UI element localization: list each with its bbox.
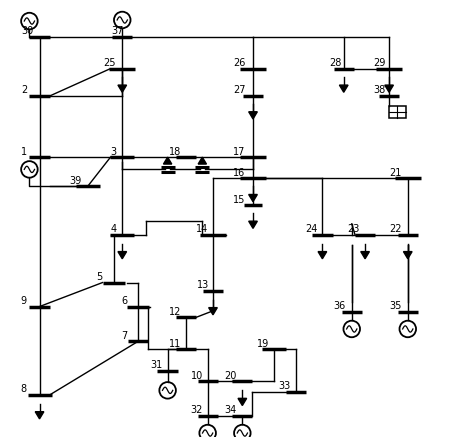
Text: 21: 21 [389, 167, 401, 177]
Text: 32: 32 [191, 404, 203, 414]
Text: 3: 3 [110, 146, 117, 156]
Polygon shape [238, 399, 246, 406]
Text: 18: 18 [169, 146, 182, 156]
Text: 35: 35 [389, 300, 401, 311]
Polygon shape [164, 158, 172, 165]
Polygon shape [198, 158, 207, 165]
Polygon shape [209, 308, 217, 315]
Text: 5: 5 [97, 271, 103, 281]
Polygon shape [403, 252, 412, 259]
Text: 10: 10 [191, 370, 203, 380]
Polygon shape [249, 195, 257, 202]
Polygon shape [249, 222, 257, 229]
Text: 1: 1 [21, 146, 27, 156]
Text: 34: 34 [225, 404, 237, 414]
Text: 22: 22 [389, 223, 401, 233]
Text: 36: 36 [333, 300, 346, 311]
Polygon shape [118, 252, 127, 259]
Text: 38: 38 [373, 85, 385, 95]
Polygon shape [318, 252, 327, 259]
Text: 8: 8 [21, 383, 27, 393]
Text: 12: 12 [169, 306, 182, 316]
Polygon shape [385, 86, 393, 93]
Text: 37: 37 [111, 26, 124, 36]
Text: 23: 23 [347, 223, 360, 233]
Text: 11: 11 [169, 338, 182, 348]
Text: 25: 25 [104, 58, 116, 68]
Text: 2: 2 [21, 85, 27, 95]
Text: 15: 15 [233, 194, 246, 204]
Text: 33: 33 [278, 381, 291, 390]
Text: 17: 17 [233, 146, 246, 156]
Text: 26: 26 [233, 58, 246, 68]
Text: 20: 20 [225, 370, 237, 380]
Polygon shape [361, 252, 369, 259]
Text: 9: 9 [21, 295, 27, 305]
Polygon shape [35, 412, 44, 419]
Text: 39: 39 [69, 176, 81, 185]
Text: 27: 27 [233, 85, 246, 95]
Text: 29: 29 [373, 58, 385, 68]
Text: 31: 31 [150, 359, 162, 369]
Polygon shape [249, 113, 257, 120]
Text: 16: 16 [233, 167, 246, 177]
Text: 30: 30 [21, 26, 33, 36]
Text: 4: 4 [110, 223, 117, 233]
Polygon shape [118, 86, 127, 93]
Bar [389, 106, 406, 118]
Text: 6: 6 [121, 295, 128, 305]
Text: 28: 28 [329, 58, 342, 68]
Text: 24: 24 [305, 223, 317, 233]
Text: 14: 14 [196, 223, 208, 233]
Text: 7: 7 [121, 330, 128, 340]
Text: 19: 19 [257, 338, 269, 348]
Polygon shape [339, 86, 348, 93]
Text: 13: 13 [197, 279, 209, 289]
